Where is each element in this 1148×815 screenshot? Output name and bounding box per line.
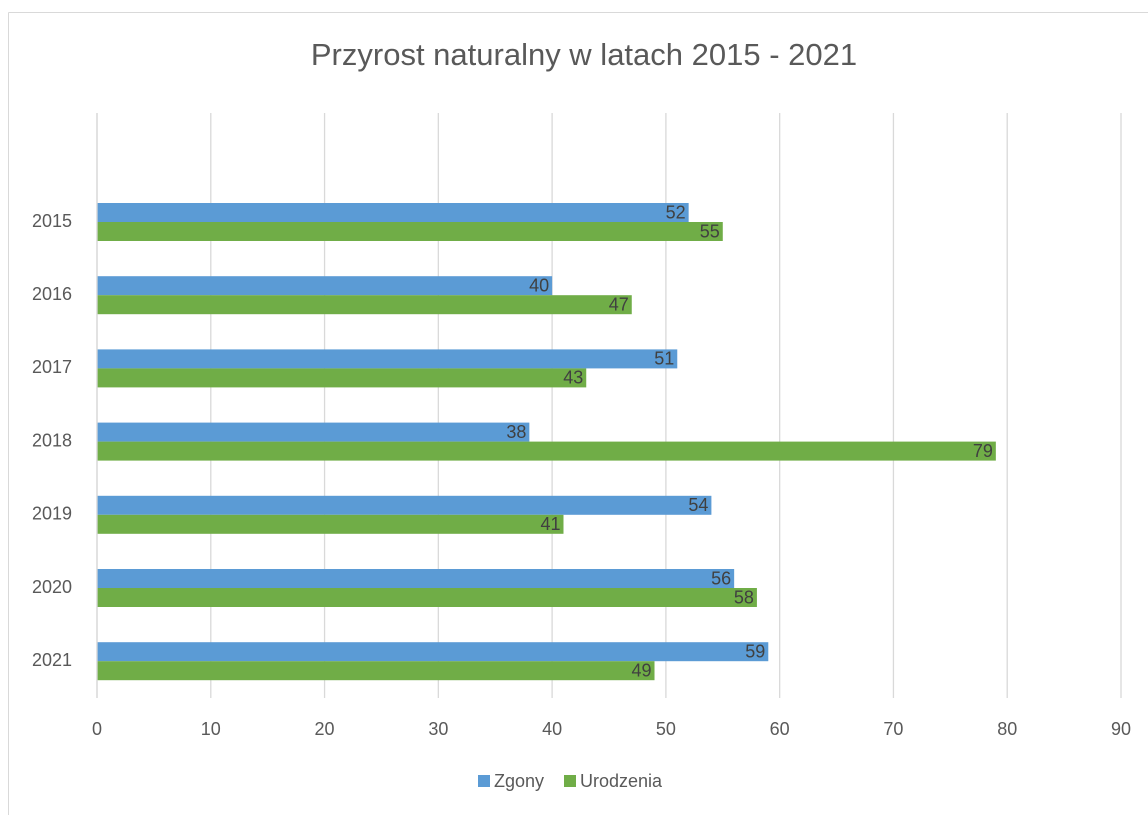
bar: [97, 276, 553, 296]
data-label: 52: [666, 202, 686, 222]
data-label: 41: [540, 514, 560, 534]
data-label: 59: [745, 641, 765, 661]
x-tick-label: 80: [997, 719, 1017, 739]
legend-label: Urodzenia: [580, 771, 663, 791]
data-label: 51: [654, 349, 674, 369]
x-tick-label: 30: [428, 719, 448, 739]
data-label: 54: [688, 495, 708, 515]
bar: [97, 295, 632, 315]
x-tick-label: 0: [92, 719, 102, 739]
data-label: 49: [631, 660, 651, 680]
data-label: 40: [529, 275, 549, 295]
data-label: 47: [609, 294, 629, 314]
bar: [97, 588, 757, 607]
y-tick-label: 2021: [32, 650, 72, 670]
x-tick-label: 60: [770, 719, 790, 739]
bar: [97, 495, 712, 515]
bar: [97, 349, 678, 369]
x-tick-label: 90: [1111, 719, 1131, 739]
chart-title: Przyrost naturalny w latach 2015 - 2021: [311, 37, 857, 72]
y-tick-label: 2016: [32, 284, 72, 304]
legend-label: Zgony: [494, 771, 544, 791]
data-label: 56: [711, 568, 731, 588]
data-label: 43: [563, 368, 583, 388]
y-tick-label: 2015: [32, 211, 72, 231]
y-tick-label: 2019: [32, 504, 72, 524]
data-label: 38: [506, 422, 526, 442]
data-label: 58: [734, 587, 754, 607]
y-tick-label: 2018: [32, 430, 72, 450]
legend-swatch: [478, 775, 490, 787]
x-tick-label: 10: [201, 719, 221, 739]
data-label: 79: [973, 441, 993, 461]
bar: [97, 661, 655, 681]
legend-swatch: [564, 775, 576, 787]
bar: [97, 569, 735, 588]
x-tick-label: 40: [542, 719, 562, 739]
bar: [97, 368, 587, 388]
bar: [97, 441, 996, 461]
x-tick-label: 20: [315, 719, 335, 739]
x-tick-label: 50: [656, 719, 676, 739]
x-tick-label: 70: [883, 719, 903, 739]
bar: [97, 642, 769, 662]
bar: [97, 422, 530, 442]
y-tick-label: 2017: [32, 357, 72, 377]
data-label: 55: [700, 221, 720, 241]
bar: [97, 222, 723, 241]
y-tick-label: 2020: [32, 577, 72, 597]
bar: [97, 514, 564, 534]
bar: [97, 203, 689, 222]
